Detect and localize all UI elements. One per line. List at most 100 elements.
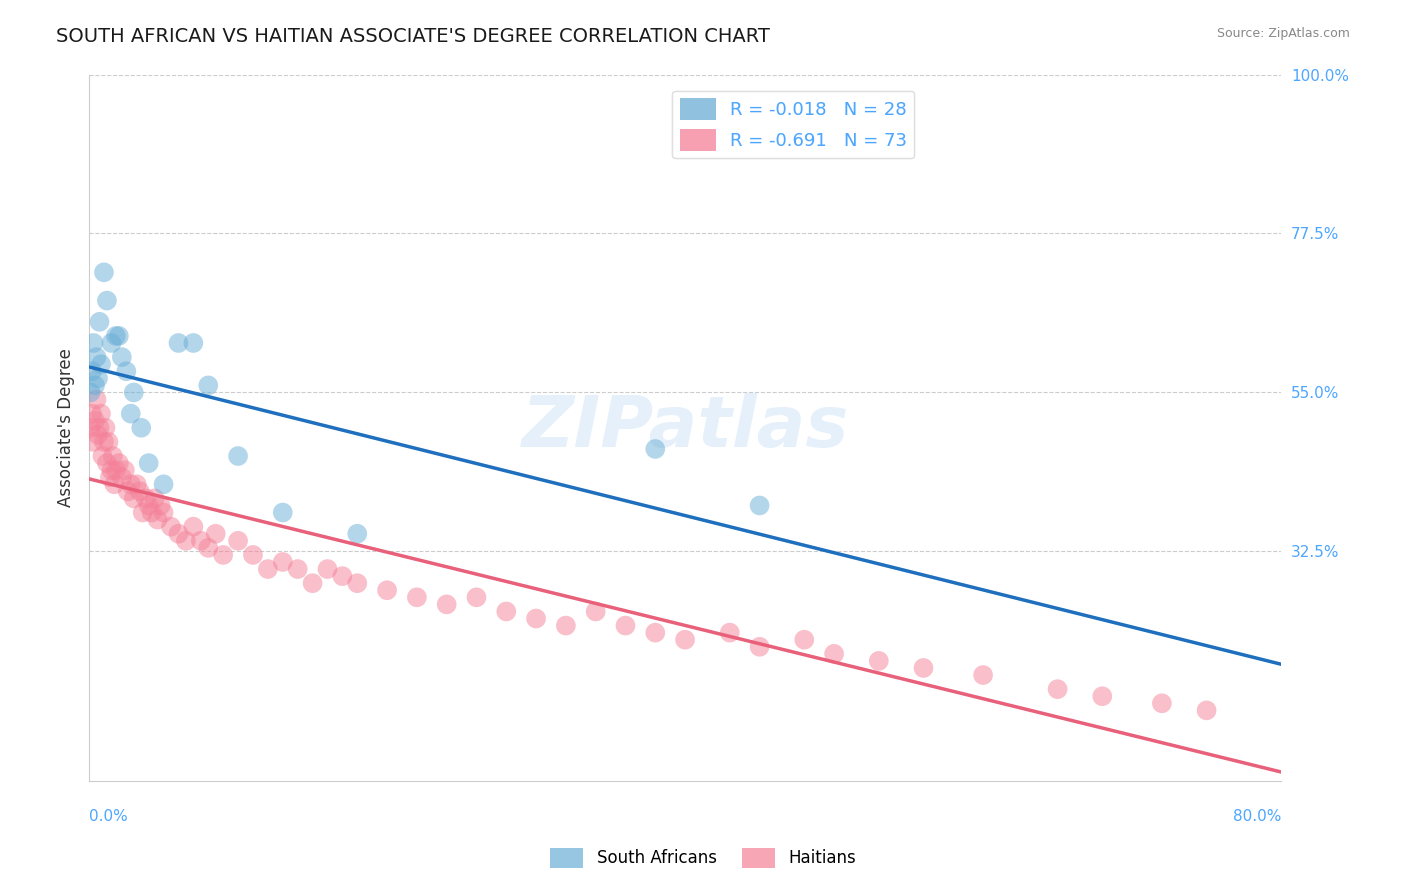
Text: ZIPatlas: ZIPatlas <box>522 393 849 462</box>
Point <box>718 625 741 640</box>
Point <box>114 463 136 477</box>
Point <box>96 293 118 308</box>
Point <box>644 442 666 456</box>
Point <box>101 449 124 463</box>
Point <box>868 654 890 668</box>
Point <box>146 513 169 527</box>
Point <box>257 562 280 576</box>
Point <box>104 329 127 343</box>
Point <box>108 329 131 343</box>
Point <box>120 407 142 421</box>
Point <box>143 491 166 506</box>
Point <box>122 385 145 400</box>
Point <box>183 519 205 533</box>
Point <box>375 583 398 598</box>
Point <box>823 647 845 661</box>
Point <box>972 668 994 682</box>
Point <box>436 598 458 612</box>
Point <box>129 421 152 435</box>
Point <box>84 414 107 428</box>
Point <box>138 499 160 513</box>
Point <box>135 491 157 506</box>
Point <box>79 421 101 435</box>
Point <box>111 350 134 364</box>
Point <box>86 392 108 407</box>
Text: SOUTH AFRICAN VS HAITIAN ASSOCIATE'S DEGREE CORRELATION CHART: SOUTH AFRICAN VS HAITIAN ASSOCIATE'S DEG… <box>56 27 770 45</box>
Text: 0.0%: 0.0% <box>89 809 128 824</box>
Point <box>1091 690 1114 704</box>
Point <box>100 336 122 351</box>
Point <box>132 506 155 520</box>
Point <box>465 591 488 605</box>
Point <box>138 456 160 470</box>
Point <box>91 449 114 463</box>
Point <box>190 533 212 548</box>
Point <box>316 562 339 576</box>
Point <box>111 470 134 484</box>
Point <box>912 661 935 675</box>
Point <box>748 640 770 654</box>
Point <box>79 385 101 400</box>
Point <box>793 632 815 647</box>
Point <box>125 477 148 491</box>
Point <box>212 548 235 562</box>
Point <box>80 364 103 378</box>
Legend: South Africans, Haitians: South Africans, Haitians <box>543 841 863 875</box>
Point <box>524 611 547 625</box>
Point <box>122 491 145 506</box>
Point <box>89 315 111 329</box>
Point <box>346 576 368 591</box>
Point <box>93 434 115 449</box>
Point <box>83 434 105 449</box>
Point <box>585 604 607 618</box>
Legend: R = -0.018   N = 28, R = -0.691   N = 73: R = -0.018 N = 28, R = -0.691 N = 73 <box>672 91 914 158</box>
Point <box>93 265 115 279</box>
Point <box>128 484 150 499</box>
Point <box>103 477 125 491</box>
Point <box>174 533 197 548</box>
Point <box>98 470 121 484</box>
Point <box>86 350 108 364</box>
Point <box>100 463 122 477</box>
Point <box>644 625 666 640</box>
Point <box>149 499 172 513</box>
Point <box>96 456 118 470</box>
Point <box>271 506 294 520</box>
Point <box>87 371 110 385</box>
Point <box>1150 696 1173 710</box>
Point <box>673 632 696 647</box>
Text: 80.0%: 80.0% <box>1233 809 1281 824</box>
Point <box>614 618 637 632</box>
Point <box>152 477 174 491</box>
Point <box>346 526 368 541</box>
Point <box>115 364 138 378</box>
Point <box>197 541 219 555</box>
Point <box>108 456 131 470</box>
Point <box>84 378 107 392</box>
Point <box>1046 682 1069 697</box>
Point <box>80 407 103 421</box>
Point <box>554 618 576 632</box>
Point <box>152 506 174 520</box>
Point <box>167 336 190 351</box>
Point <box>117 484 139 499</box>
Point <box>141 506 163 520</box>
Point <box>120 477 142 491</box>
Point <box>87 427 110 442</box>
Point <box>226 449 249 463</box>
Text: Source: ZipAtlas.com: Source: ZipAtlas.com <box>1216 27 1350 40</box>
Point <box>405 591 427 605</box>
Point <box>204 526 226 541</box>
Point <box>160 519 183 533</box>
Point <box>167 526 190 541</box>
Point <box>226 533 249 548</box>
Point <box>242 548 264 562</box>
Point <box>83 336 105 351</box>
Point <box>301 576 323 591</box>
Point <box>1195 703 1218 717</box>
Point <box>89 421 111 435</box>
Point <box>97 434 120 449</box>
Point <box>90 407 112 421</box>
Y-axis label: Associate's Degree: Associate's Degree <box>58 348 75 508</box>
Point <box>94 421 117 435</box>
